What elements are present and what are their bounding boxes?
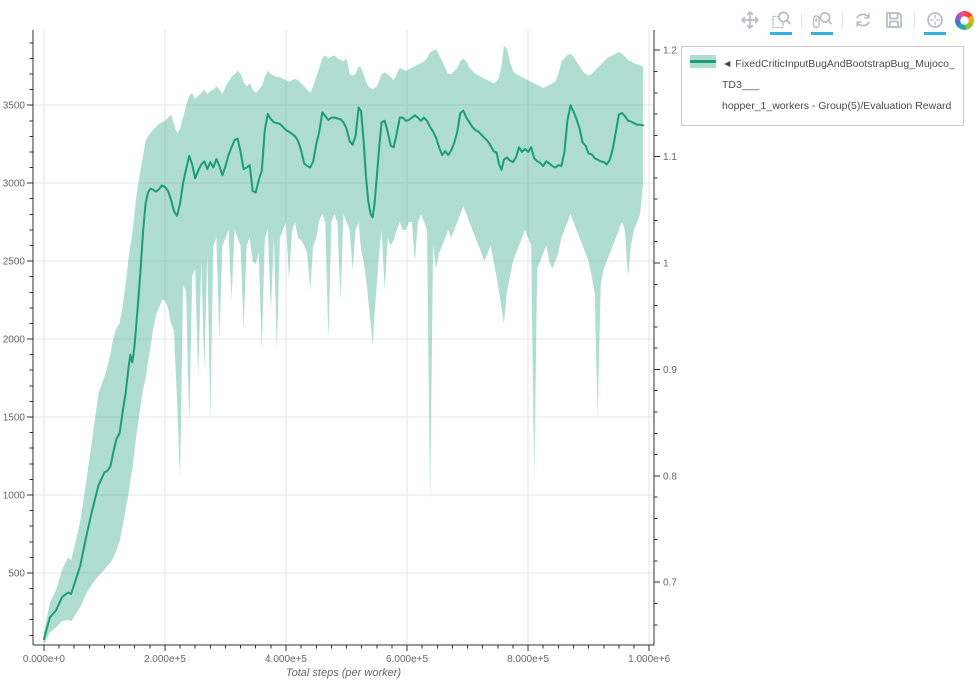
legend-label-line2: hopper_1_workers - Group(5)/Evaluation R… [722,100,952,112]
svg-text:6.000e+5: 6.000e+5 [386,654,428,665]
svg-text:0.7: 0.7 [663,578,677,589]
x-axis-title: Total steps (per worker) [285,667,402,679]
svg-text:4.000e+5: 4.000e+5 [265,654,307,665]
svg-text:2000: 2000 [3,335,26,346]
bokeh-logo-icon[interactable] [955,10,974,30]
svg-text:1: 1 [663,259,669,270]
svg-text:3500: 3500 [3,101,26,112]
svg-text:1.000e+6: 1.000e+6 [628,654,670,665]
axes [32,30,655,646]
svg-text:0.8: 0.8 [663,471,677,482]
bokeh-toolbar [739,8,974,35]
svg-text:3000: 3000 [3,179,26,190]
svg-text:1.1: 1.1 [663,152,677,163]
svg-text:2500: 2500 [3,257,26,268]
gridlines [33,30,654,645]
svg-text:0.9: 0.9 [663,365,677,376]
box-zoom-tool-icon[interactable] [770,9,792,35]
axis-ticks [27,42,660,651]
toolbar-separator [801,12,802,28]
legend-label-line1: ◄ FixedCriticInputBugAndBootstrapBug_Muj… [722,58,955,91]
svg-text:2.000e+5: 2.000e+5 [144,654,186,665]
svg-text:0.000e+0: 0.000e+0 [23,654,65,665]
hover-tool-icon[interactable] [924,9,946,35]
svg-text:8.000e+5: 8.000e+5 [507,654,549,665]
svg-text:1.2: 1.2 [663,46,677,57]
legend-band-swatch-icon [690,55,716,68]
legend[interactable]: ◄ FixedCriticInputBugAndBootstrapBug_Muj… [681,46,964,126]
save-tool-icon[interactable] [883,9,905,31]
confidence-band [43,45,644,645]
reset-tool-icon[interactable] [852,9,874,31]
mean-reward-line [42,104,645,641]
svg-text:1000: 1000 [3,490,26,501]
wheel-zoom-tool-icon[interactable] [811,9,833,35]
svg-text:500: 500 [8,568,25,579]
svg-text:1500: 1500 [3,413,26,424]
pan-tool-icon[interactable] [739,9,761,31]
tick-labels: 0.000e+0 2.000e+5 4.000e+5 6.000e+5 8.000e+5… [3,46,678,665]
toolbar-separator [842,12,843,28]
toolbar-separator [914,12,915,28]
